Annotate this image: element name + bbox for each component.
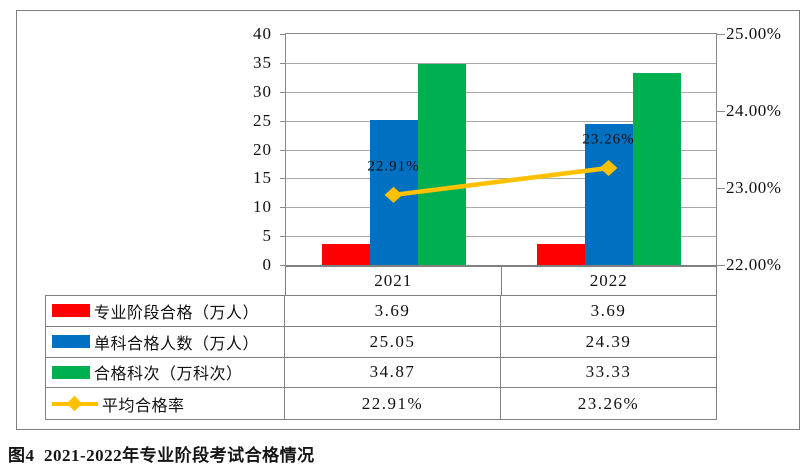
right-axis-tick [717, 265, 725, 266]
grid-line [286, 149, 716, 151]
right-axis-label-24.00%: 24.00% [726, 101, 782, 120]
bar-professional-stage-pass-2021 [321, 243, 370, 265]
left-axis-tick [280, 178, 285, 180]
rate-line-chart [384, 159, 618, 203]
grid-line [286, 120, 716, 122]
right-axis-label-22.00%: 22.00% [726, 255, 782, 274]
value-cell-2022: 3.69 [501, 296, 716, 327]
left-axis-tick [280, 265, 285, 266]
right-axis-tick [717, 34, 725, 35]
rate-point-marker-2021 [384, 186, 403, 203]
grid-line [286, 236, 716, 238]
grid-line [286, 178, 716, 180]
grid-line [286, 207, 716, 209]
value-cell-2021: 34.87 [285, 357, 501, 389]
rate-point-label-2022: 23.26% [582, 131, 635, 148]
left-axis-tick [280, 149, 285, 151]
legend-cell-pass-subject-counts: 合格科次（万科次） [46, 357, 285, 389]
value-cell-2021: 25.05 [285, 326, 501, 358]
left-axis-label-25: 25 [253, 110, 272, 130]
legend-cell-professional-stage-pass: 专业阶段合格（万人） [46, 296, 285, 327]
value-cell-2022: 23.26% [577, 393, 640, 413]
rate-line [393, 165, 609, 198]
blue-series-swatch [52, 335, 90, 349]
red-series-swatch [52, 304, 90, 318]
rate-point-label-2021: 22.91% [367, 158, 420, 175]
value-cell-2022: 33.33 [501, 358, 716, 389]
left-axis-label-40: 40 [253, 24, 272, 43]
category-label-2021: 2021 [286, 267, 502, 295]
left-axis-label-15: 15 [253, 168, 272, 188]
value-cell-2021: 3.69 [285, 296, 501, 327]
bar-pass-subject-counts-2021 [417, 63, 466, 265]
bar-professional-stage-pass-2022 [536, 243, 585, 265]
category-label-2022: 2022 [589, 271, 628, 290]
bar-single-subject-pass-2022 [584, 124, 633, 265]
legend-cell-average-pass-rate: 平均合格率 [46, 388, 285, 419]
left-axis-tick [280, 91, 285, 93]
left-axis-tick [280, 120, 285, 122]
rate-point-marker-2022 [599, 159, 618, 176]
series-label: 单科合格人数（万人） [94, 335, 260, 353]
value-cell-2021: 22.91% [285, 388, 501, 419]
series-label: 合格科次（万科次） [94, 366, 243, 384]
series-label: 专业阶段合格（万人） [94, 304, 260, 322]
left-axis-label-10: 10 [253, 197, 272, 217]
right-axis-tick [717, 111, 725, 112]
left-axis-tick [280, 34, 285, 35]
legend-cell-single-subject-pass: 单科合格人数（万人） [46, 326, 285, 358]
left-axis-label-20: 20 [253, 139, 272, 159]
right-axis-tick [717, 188, 725, 189]
green-series-swatch [52, 365, 90, 379]
legend-value-table: 专业阶段合格（万人） 3.69 3.69 单科合格人数（万人） 25.05 24… [45, 295, 717, 420]
series-label: 平均合格率 [102, 397, 185, 415]
left-axis-tick [280, 236, 285, 238]
left-axis-tick [280, 207, 285, 209]
left-axis-label-30: 30 [253, 81, 272, 101]
grid-line [286, 62, 716, 64]
left-axis-tick [280, 62, 285, 64]
category-header-row: 2021 2022 [285, 267, 717, 295]
left-axis-label-0: 0 [262, 255, 272, 274]
left-axis-label-35: 35 [253, 52, 272, 72]
right-axis-label-25.00%: 25.00% [726, 24, 782, 43]
value-cell-2022: 24.39 [501, 327, 716, 358]
left-axis-label-5: 5 [262, 226, 272, 246]
grid-line [286, 91, 716, 93]
plot-area: 22.91% 23.26% [285, 33, 717, 267]
figure-caption: 图4 2021-2022年专业阶段考试合格情况 [8, 446, 315, 465]
bar-pass-subject-counts-2022 [632, 72, 681, 265]
yellow-line-diamond-marker [52, 395, 98, 411]
right-axis-label-23.00%: 23.00% [726, 178, 782, 197]
